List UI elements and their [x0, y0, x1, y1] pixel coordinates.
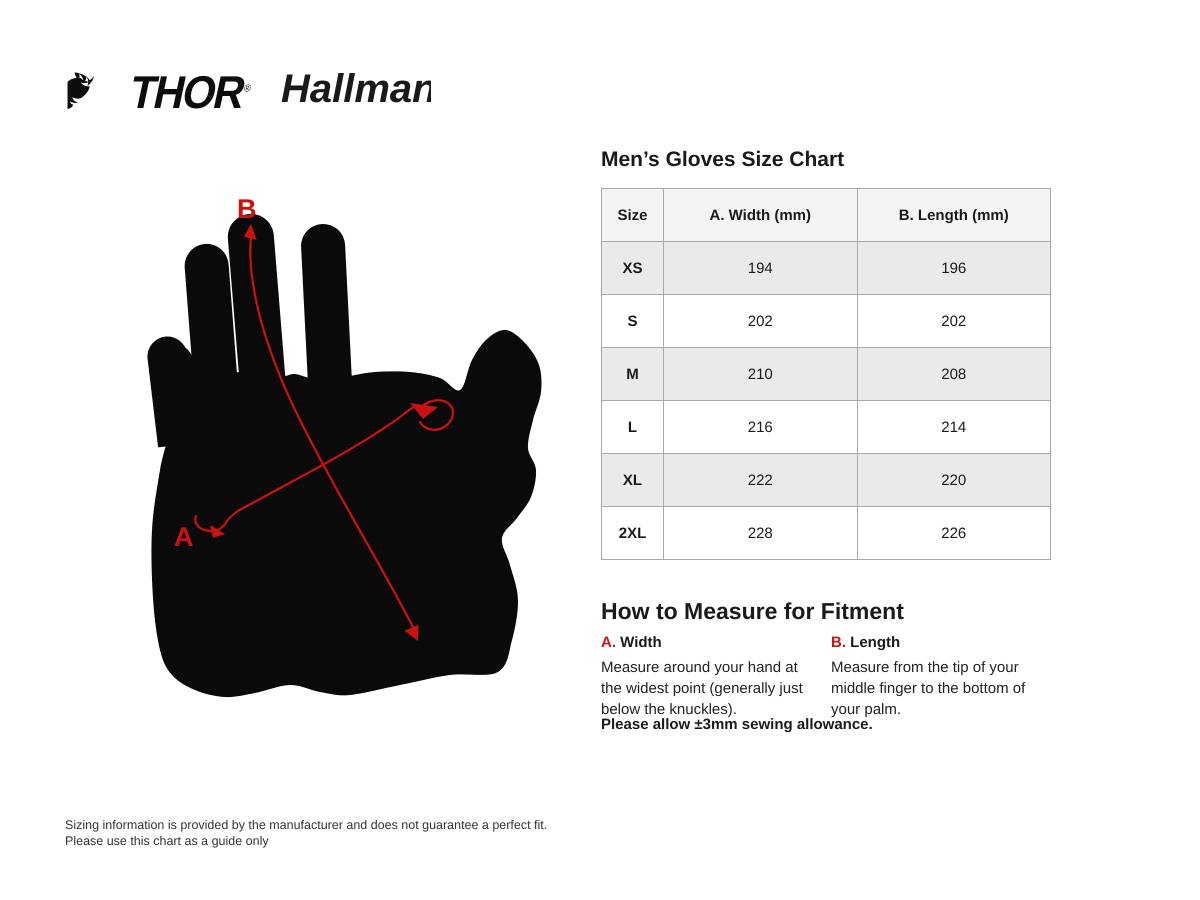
svg-text:A: A [174, 522, 194, 552]
svg-text:B: B [237, 194, 257, 224]
